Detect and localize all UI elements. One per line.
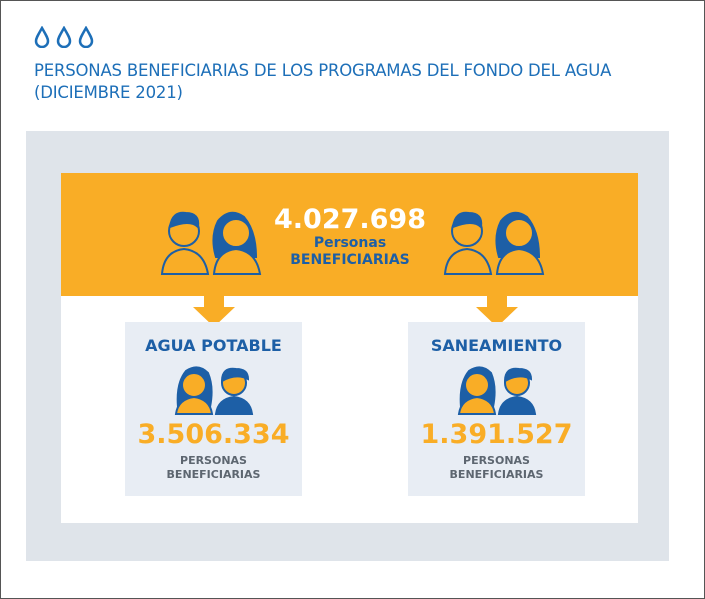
title-line-1: PERSONAS BENEFICIARIAS DE LOS PROGRAMAS …: [34, 61, 612, 80]
people-group-right: [443, 207, 547, 275]
card-saneamiento: SANEAMIENTO 1.391.527 PERSONAS BENEFICIA…: [408, 322, 585, 496]
total-band: [61, 173, 638, 296]
card-label-2: BENEFICIARIAS: [449, 468, 544, 481]
card-label-2: BENEFICIARIAS: [166, 468, 261, 481]
people-icon: [125, 363, 302, 415]
card-agua-potable: AGUA POTABLE 3.506.334 PERSONAS BENEFICI…: [125, 322, 302, 496]
card-label-1: PERSONAS: [463, 454, 530, 467]
people-group-left: [160, 207, 264, 275]
total-value: 4.027.698: [273, 204, 427, 235]
card-value: 3.506.334: [137, 419, 290, 450]
page-title: PERSONAS BENEFICIARIAS DE LOS PROGRAMAS …: [34, 60, 611, 104]
card-label-1: PERSONAS: [180, 454, 247, 467]
arrow-down-icon: [476, 295, 518, 327]
total-label-1: Personas: [313, 235, 387, 251]
total-beneficiaries: 4.027.698 Personas BENEFICIARIAS: [270, 205, 430, 269]
card-title: SANEAMIENTO: [430, 336, 563, 355]
people-icon: [408, 363, 585, 415]
people-icon: [443, 211, 545, 275]
total-label-2: BENEFICIARIAS: [290, 252, 410, 268]
card-title: AGUA POTABLE: [145, 336, 282, 355]
title-line-2: (DICIEMBRE 2021): [34, 83, 183, 102]
water-drops-icon: [34, 26, 94, 48]
people-icon: [160, 211, 262, 275]
card-value: 1.391.527: [420, 419, 573, 450]
arrow-down-icon: [193, 295, 235, 327]
